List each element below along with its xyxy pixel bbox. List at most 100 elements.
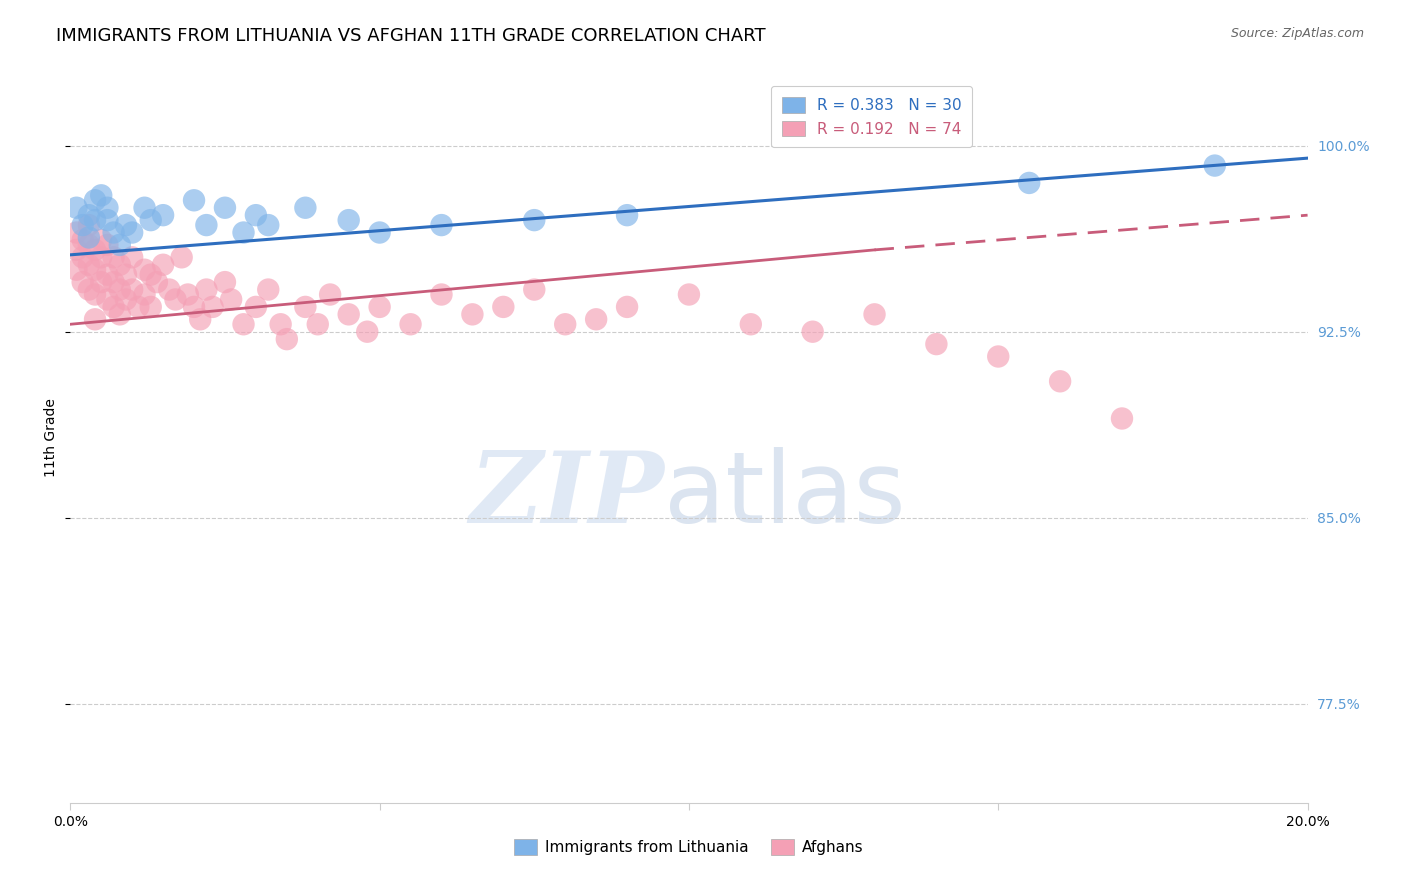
Point bbox=[134, 201, 156, 215]
Point bbox=[219, 293, 242, 307]
Text: atlas: atlas bbox=[664, 447, 905, 544]
Point bbox=[294, 201, 316, 215]
Point bbox=[84, 243, 107, 257]
Point bbox=[127, 300, 149, 314]
Point bbox=[616, 300, 638, 314]
Point bbox=[232, 226, 254, 240]
Point bbox=[925, 337, 948, 351]
Point bbox=[90, 233, 112, 247]
Point bbox=[801, 325, 824, 339]
Point bbox=[96, 293, 118, 307]
Point bbox=[356, 325, 378, 339]
Point bbox=[84, 262, 107, 277]
Point bbox=[139, 300, 162, 314]
Point bbox=[307, 318, 329, 332]
Point bbox=[368, 226, 391, 240]
Point bbox=[115, 293, 138, 307]
Point bbox=[103, 226, 125, 240]
Point bbox=[270, 318, 292, 332]
Point bbox=[121, 283, 143, 297]
Point bbox=[96, 268, 118, 282]
Point bbox=[134, 262, 156, 277]
Point bbox=[201, 300, 224, 314]
Point bbox=[65, 201, 87, 215]
Point bbox=[65, 243, 87, 257]
Point bbox=[276, 332, 298, 346]
Point bbox=[257, 218, 280, 232]
Point bbox=[77, 283, 100, 297]
Point bbox=[214, 201, 236, 215]
Point bbox=[84, 312, 107, 326]
Point bbox=[152, 258, 174, 272]
Text: Source: ZipAtlas.com: Source: ZipAtlas.com bbox=[1230, 27, 1364, 40]
Point bbox=[103, 275, 125, 289]
Point bbox=[84, 194, 107, 208]
Point bbox=[554, 318, 576, 332]
Point bbox=[863, 307, 886, 321]
Point bbox=[177, 287, 200, 301]
Point bbox=[134, 287, 156, 301]
Point bbox=[245, 300, 267, 314]
Point bbox=[165, 293, 187, 307]
Point bbox=[245, 208, 267, 222]
Point bbox=[232, 318, 254, 332]
Point bbox=[96, 213, 118, 227]
Point bbox=[90, 275, 112, 289]
Point bbox=[430, 218, 453, 232]
Point bbox=[77, 208, 100, 222]
Point bbox=[103, 250, 125, 264]
Legend: Immigrants from Lithuania, Afghans: Immigrants from Lithuania, Afghans bbox=[508, 833, 870, 861]
Point bbox=[678, 287, 700, 301]
Point bbox=[319, 287, 342, 301]
Point bbox=[108, 283, 131, 297]
Point bbox=[72, 275, 94, 289]
Point bbox=[170, 250, 193, 264]
Point bbox=[195, 283, 218, 297]
Point bbox=[77, 238, 100, 252]
Point bbox=[152, 208, 174, 222]
Point bbox=[214, 275, 236, 289]
Point bbox=[139, 213, 162, 227]
Point bbox=[115, 268, 138, 282]
Point bbox=[188, 312, 211, 326]
Point bbox=[294, 300, 316, 314]
Point bbox=[430, 287, 453, 301]
Point bbox=[146, 275, 169, 289]
Point bbox=[139, 268, 162, 282]
Point bbox=[108, 238, 131, 252]
Point bbox=[77, 258, 100, 272]
Point bbox=[84, 287, 107, 301]
Point bbox=[585, 312, 607, 326]
Point bbox=[103, 300, 125, 314]
Point bbox=[337, 307, 360, 321]
Text: ZIP: ZIP bbox=[470, 448, 664, 544]
Point bbox=[96, 238, 118, 252]
Point bbox=[337, 213, 360, 227]
Point bbox=[72, 233, 94, 247]
Point bbox=[1049, 374, 1071, 388]
Point bbox=[115, 218, 138, 232]
Point bbox=[121, 250, 143, 264]
Point bbox=[740, 318, 762, 332]
Point bbox=[523, 283, 546, 297]
Point bbox=[195, 218, 218, 232]
Point bbox=[96, 201, 118, 215]
Point bbox=[108, 258, 131, 272]
Point bbox=[461, 307, 484, 321]
Point bbox=[1018, 176, 1040, 190]
Text: IMMIGRANTS FROM LITHUANIA VS AFGHAN 11TH GRADE CORRELATION CHART: IMMIGRANTS FROM LITHUANIA VS AFGHAN 11TH… bbox=[56, 27, 766, 45]
Point bbox=[77, 230, 100, 244]
Point bbox=[157, 283, 180, 297]
Point bbox=[84, 213, 107, 227]
Point bbox=[616, 208, 638, 222]
Point bbox=[523, 213, 546, 227]
Point bbox=[65, 226, 87, 240]
Point bbox=[492, 300, 515, 314]
Point bbox=[90, 188, 112, 202]
Point bbox=[72, 250, 94, 264]
Point bbox=[257, 283, 280, 297]
Point bbox=[399, 318, 422, 332]
Y-axis label: 11th Grade: 11th Grade bbox=[45, 398, 59, 476]
Point bbox=[183, 194, 205, 208]
Point bbox=[368, 300, 391, 314]
